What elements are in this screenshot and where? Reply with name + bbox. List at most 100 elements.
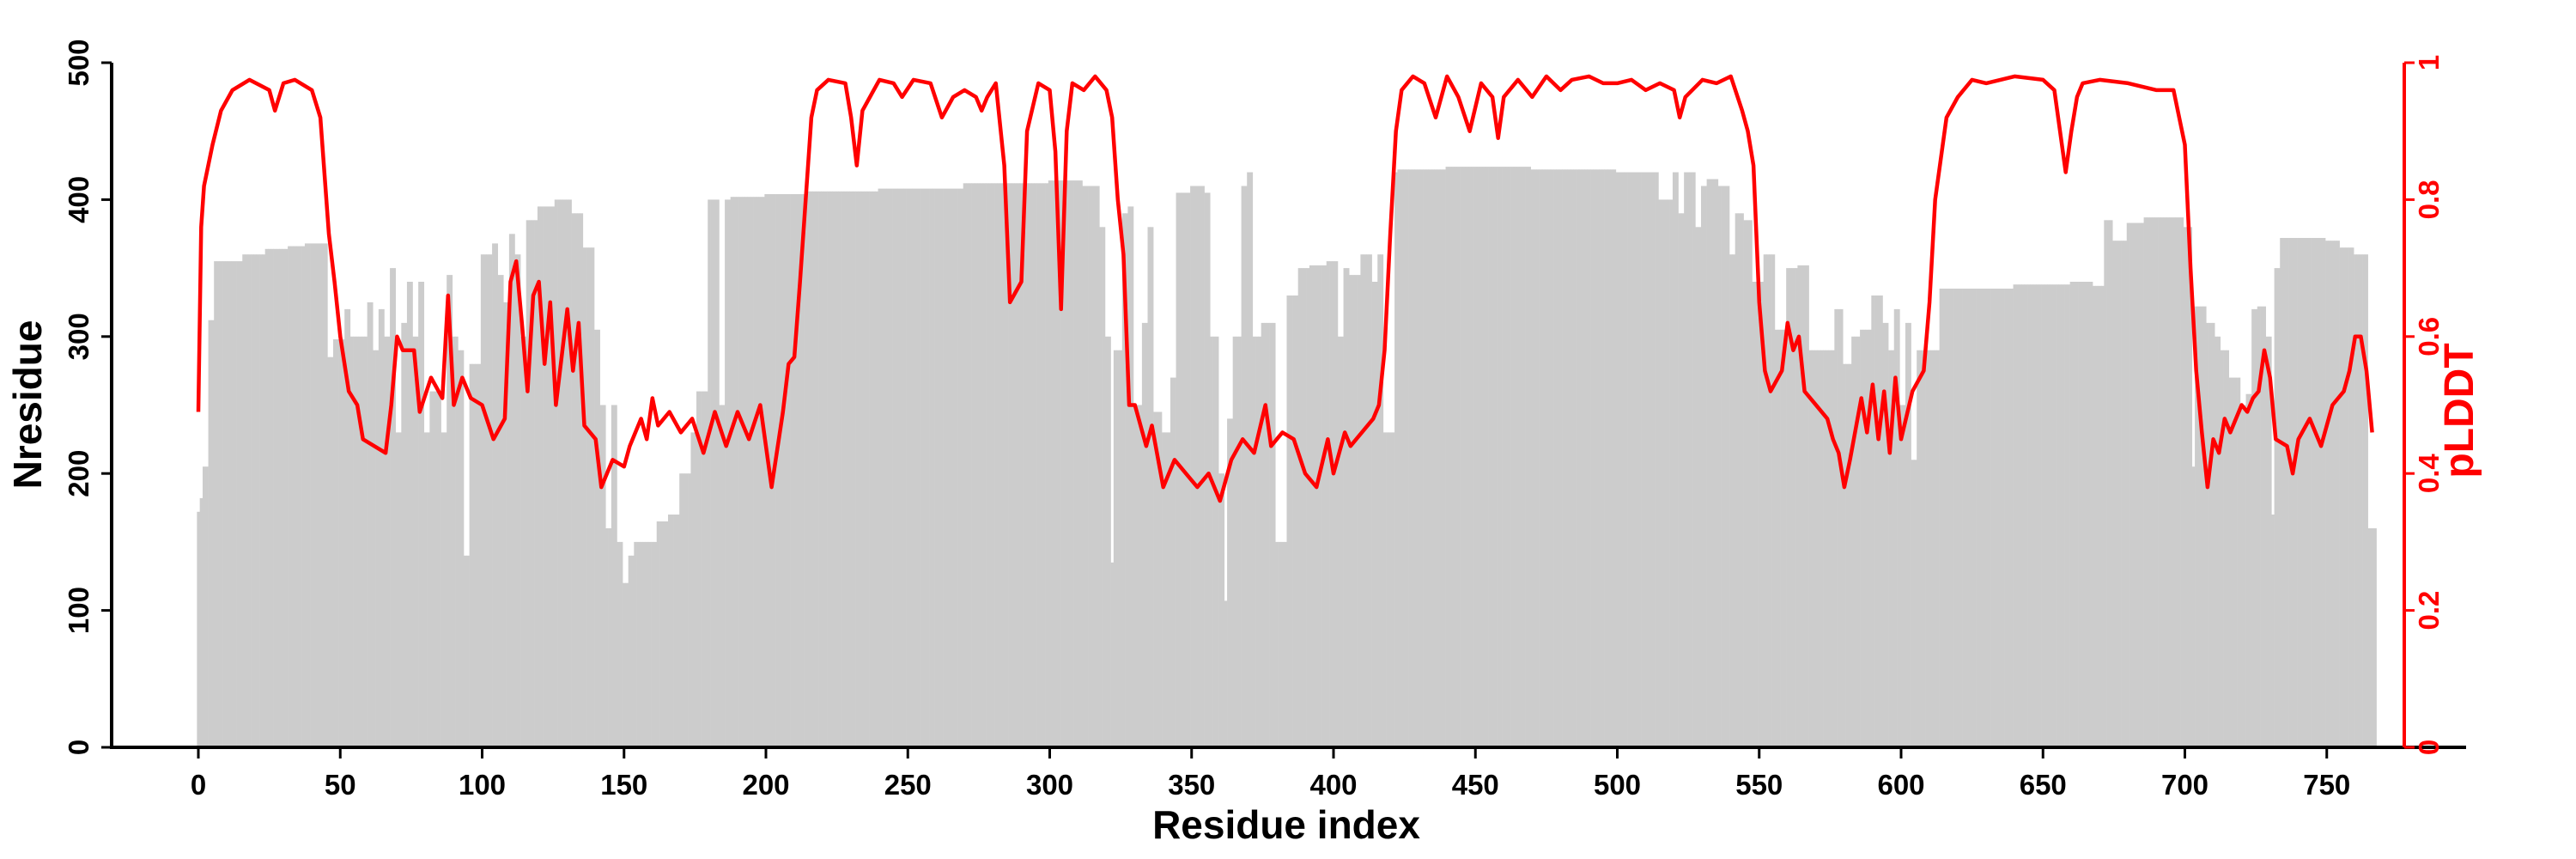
nresidue-bar: [781, 194, 785, 747]
nresidue-bar: [1758, 282, 1761, 747]
nresidue-bar: [639, 541, 643, 747]
nresidue-bar: [787, 194, 791, 747]
nresidue-bar: [390, 268, 393, 748]
nresidue-bar: [696, 391, 700, 747]
nresidue-bar: [1176, 192, 1180, 747]
nresidue-bar: [1104, 336, 1109, 747]
nresidue-bar: [1465, 167, 1469, 748]
nresidue-bar: [1587, 169, 1591, 748]
nresidue-bar: [2200, 306, 2204, 747]
nresidue-bar: [1232, 336, 1236, 747]
nresidue-bar: [1732, 254, 1735, 747]
y2-tick-label: 1: [2413, 55, 2445, 70]
nresidue-bar: [554, 199, 558, 747]
x-tick-label: 250: [884, 769, 932, 801]
nresidue-bar: [1292, 295, 1296, 747]
nresidue-bar: [725, 199, 728, 747]
nresidue-bar: [744, 197, 748, 747]
nresidue-bar: [864, 191, 867, 748]
y2-ticks: 0 0.2 0.4 0.6 0.8 1: [2404, 55, 2445, 755]
nresidue-bar: [2152, 217, 2156, 748]
nresidue-bar: [784, 194, 788, 747]
nresidue-bar: [1939, 289, 1943, 747]
nresidue-bar: [2050, 284, 2054, 747]
nresidue-bar: [1408, 169, 1413, 748]
nresidue-bar: [284, 248, 289, 747]
nresidue-bar: [704, 391, 708, 747]
nresidue-bar: [1613, 169, 1617, 748]
nresidue-bar: [1522, 167, 1526, 748]
nresidue-bar: [1661, 199, 1665, 747]
nresidue-bar: [1539, 169, 1543, 748]
nresidue-bar: [2237, 377, 2241, 747]
nresidue-bar: [866, 191, 870, 748]
nresidue-bar: [1868, 329, 1872, 747]
nresidue-bar: [1656, 172, 1659, 747]
nresidue-bar: [2359, 254, 2363, 747]
nresidue-bar: [1091, 186, 1095, 747]
nresidue-bar: [1073, 180, 1078, 748]
nresidue-bar: [1746, 220, 1750, 747]
nresidue-bar: [1698, 227, 1702, 747]
nresidue-bar: [1845, 363, 1850, 747]
nresidue-bar: [2123, 241, 2128, 747]
nresidue-bar: [977, 183, 981, 748]
nresidue-bar: [815, 191, 819, 748]
nresidue-bar: [1680, 213, 1685, 748]
nresidue-bar: [251, 254, 254, 747]
nresidue-bar: [673, 515, 677, 747]
nresidue-bar: [1635, 172, 1639, 747]
nresidue-bar: [1962, 289, 1965, 747]
nresidue-bar: [2195, 306, 2198, 747]
nresidue-bar: [1786, 268, 1789, 748]
nresidue-bar: [523, 336, 527, 747]
nresidue-bar: [205, 466, 209, 747]
nresidue-bar: [934, 188, 939, 748]
nresidue-bar: [1695, 227, 1698, 747]
nresidue-bar: [591, 247, 595, 747]
nresidue-bar: [369, 302, 374, 747]
nresidue-bar: [2305, 238, 2309, 747]
nresidue-bar: [2081, 282, 2085, 747]
nresidue-bar: [1093, 186, 1097, 747]
nresidue-bar: [892, 188, 896, 748]
nresidue-bar: [471, 363, 476, 747]
nresidue-bar: [1349, 275, 1352, 748]
nresidue-bar: [375, 350, 380, 747]
nresidue-bar: [1017, 183, 1021, 748]
nresidue-bar: [2276, 268, 2281, 748]
nresidue-bar: [2013, 284, 2017, 747]
nresidue-bar: [1848, 363, 1852, 747]
nresidue-bar: [1905, 322, 1909, 747]
nresidue-bar: [1558, 169, 1563, 748]
nresidue-bar: [395, 432, 399, 747]
nresidue-bar: [1056, 180, 1060, 748]
nresidue-bar: [1312, 265, 1315, 747]
nresidue-bar: [713, 199, 717, 747]
nresidue-bar: [1978, 289, 1983, 747]
nresidue-bar: [2257, 306, 2261, 747]
nresidue-bar: [1479, 167, 1483, 748]
nresidue-bar: [764, 194, 768, 747]
nresidue-bar: [1649, 172, 1654, 747]
nresidue-bar: [895, 188, 898, 748]
nresidue-bar: [2248, 393, 2252, 747]
nresidue-bar: [1133, 405, 1137, 747]
nresidue-bar: [1911, 460, 1915, 747]
nresidue-bar: [2373, 528, 2377, 747]
nresidue-bar: [642, 541, 646, 747]
nresidue-bar: [775, 194, 780, 747]
nresidue-bar: [299, 246, 302, 748]
nresidue-bar: [1621, 172, 1625, 747]
nresidue-bar: [1255, 336, 1259, 747]
nresidue-bar: [1366, 254, 1370, 747]
nresidue-bar: [301, 246, 306, 748]
nresidue-bar: [2089, 282, 2093, 747]
nresidue-bar: [202, 466, 206, 747]
nresidue-bar: [1601, 169, 1605, 748]
nresidue-bar: [495, 243, 498, 747]
nresidue-bar: [2254, 308, 2258, 747]
nresidue-bar: [1882, 322, 1886, 747]
nresidue-bar: [1249, 172, 1254, 747]
nresidue-bar: [1930, 350, 1935, 747]
